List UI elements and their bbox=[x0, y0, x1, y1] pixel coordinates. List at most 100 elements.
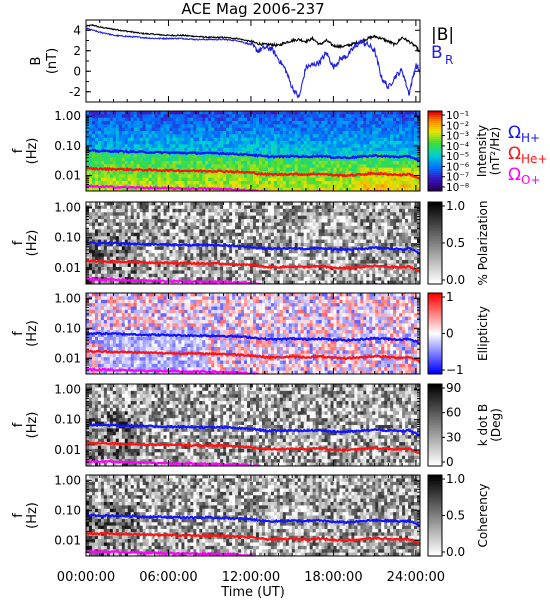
heatmap-cell bbox=[265, 253, 268, 257]
heatmap-cell bbox=[184, 138, 187, 142]
heatmap-cell bbox=[202, 178, 205, 182]
heatmap-cell bbox=[310, 274, 313, 278]
heatmap-cell bbox=[187, 131, 190, 135]
heatmap-cell bbox=[113, 212, 116, 216]
heatmap-cell bbox=[202, 274, 205, 278]
heatmap-cell bbox=[250, 219, 253, 223]
heatmap-cell bbox=[253, 229, 256, 233]
heatmap-cell bbox=[98, 229, 101, 233]
heatmap-cell bbox=[238, 219, 241, 223]
heatmap-cell bbox=[316, 144, 319, 148]
heatmap-cell bbox=[217, 138, 220, 142]
heatmap-cell bbox=[232, 144, 235, 148]
heatmap-cell bbox=[253, 141, 256, 145]
heatmap-cell bbox=[274, 236, 277, 240]
heatmap-cell bbox=[414, 121, 417, 125]
heatmap-cell bbox=[184, 246, 187, 250]
heatmap-cell bbox=[178, 154, 181, 158]
heatmap-cell bbox=[381, 151, 384, 155]
heatmap-cell bbox=[310, 111, 313, 115]
heatmap-cell bbox=[140, 246, 143, 250]
heatmap-cell bbox=[307, 161, 310, 165]
heatmap-cell bbox=[283, 124, 286, 128]
heatmap-cell bbox=[101, 154, 104, 158]
heatmap-cell bbox=[116, 246, 119, 250]
y-tick-label: -2 bbox=[69, 85, 81, 99]
heatmap-cell bbox=[196, 134, 199, 138]
heatmap-cell bbox=[217, 216, 220, 220]
heatmap-cell bbox=[155, 250, 158, 254]
heatmap-cell bbox=[190, 134, 193, 138]
heatmap-cell bbox=[134, 233, 137, 237]
heatmap-cell bbox=[390, 184, 393, 188]
heatmap-cell bbox=[164, 138, 167, 142]
heatmap-cell bbox=[232, 209, 235, 213]
heatmap-cell bbox=[193, 158, 196, 162]
heatmap-cell bbox=[268, 260, 271, 264]
heatmap-cell bbox=[164, 253, 167, 257]
heatmap-cell bbox=[152, 219, 155, 223]
heatmap-cell bbox=[110, 181, 113, 185]
heatmap-cell bbox=[205, 216, 208, 220]
heatmap-cell bbox=[268, 243, 271, 247]
heatmap-cell bbox=[172, 202, 175, 206]
heatmap-cell bbox=[325, 226, 328, 230]
heatmap-cell bbox=[95, 250, 98, 254]
heatmap-cell bbox=[214, 144, 217, 148]
heatmap-cell bbox=[110, 216, 113, 220]
heatmap-cell bbox=[390, 141, 393, 145]
heatmap-cell bbox=[184, 121, 187, 125]
heatmap-cell bbox=[265, 216, 268, 220]
heatmap-cell bbox=[92, 138, 95, 142]
heatmap-cell bbox=[280, 181, 283, 185]
heatmap-cell bbox=[351, 131, 354, 135]
heatmap-cell bbox=[217, 181, 220, 185]
heatmap-cell bbox=[211, 138, 214, 142]
heatmap-cell bbox=[298, 114, 301, 118]
heatmap-cell bbox=[354, 151, 357, 155]
heatmap-cell bbox=[217, 131, 220, 135]
heatmap-cell bbox=[372, 181, 375, 185]
heatmap-cell bbox=[95, 267, 98, 271]
heatmap-cell bbox=[226, 219, 229, 223]
heatmap-cell bbox=[298, 226, 301, 230]
heatmap-cell bbox=[381, 118, 384, 122]
heatmap-cell bbox=[325, 148, 328, 152]
heatmap-cell bbox=[202, 134, 205, 138]
heatmap-cell bbox=[107, 158, 110, 162]
heatmap-cell bbox=[414, 124, 417, 128]
heatmap-cell bbox=[146, 178, 149, 182]
heatmap-cell bbox=[322, 184, 325, 188]
heatmap-cell bbox=[167, 233, 170, 237]
heatmap-cell bbox=[342, 148, 345, 152]
heatmap-cell bbox=[310, 260, 313, 264]
heatmap-cell bbox=[104, 134, 107, 138]
heatmap-cell bbox=[181, 205, 184, 209]
heatmap-cell bbox=[274, 219, 277, 223]
heatmap-cell bbox=[387, 161, 390, 165]
heatmap-cell bbox=[220, 205, 223, 209]
heatmap-cell bbox=[307, 151, 310, 155]
heatmap-cell bbox=[172, 111, 175, 115]
heatmap-cell bbox=[268, 209, 271, 213]
heatmap-cell bbox=[229, 134, 232, 138]
heatmap-cell bbox=[175, 138, 178, 142]
heatmap-cell bbox=[214, 178, 217, 182]
heatmap-cell bbox=[325, 158, 328, 162]
heatmap-cell bbox=[363, 141, 366, 145]
heatmap-cell bbox=[217, 141, 220, 145]
heatmap-cell bbox=[313, 223, 316, 227]
heatmap-cell bbox=[328, 148, 331, 152]
heatmap-cell bbox=[256, 233, 259, 237]
heatmap-cell bbox=[310, 250, 313, 254]
heatmap-cell bbox=[223, 267, 226, 271]
heatmap-cell bbox=[220, 121, 223, 125]
heatmap-cell bbox=[164, 141, 167, 145]
heatmap-cell bbox=[95, 141, 98, 145]
heatmap-cell bbox=[110, 229, 113, 233]
heatmap-cell bbox=[241, 219, 244, 223]
heatmap-cell bbox=[98, 141, 101, 145]
heatmap-cell bbox=[226, 253, 229, 257]
heatmap-cell bbox=[289, 260, 292, 264]
heatmap-cell bbox=[241, 267, 244, 271]
